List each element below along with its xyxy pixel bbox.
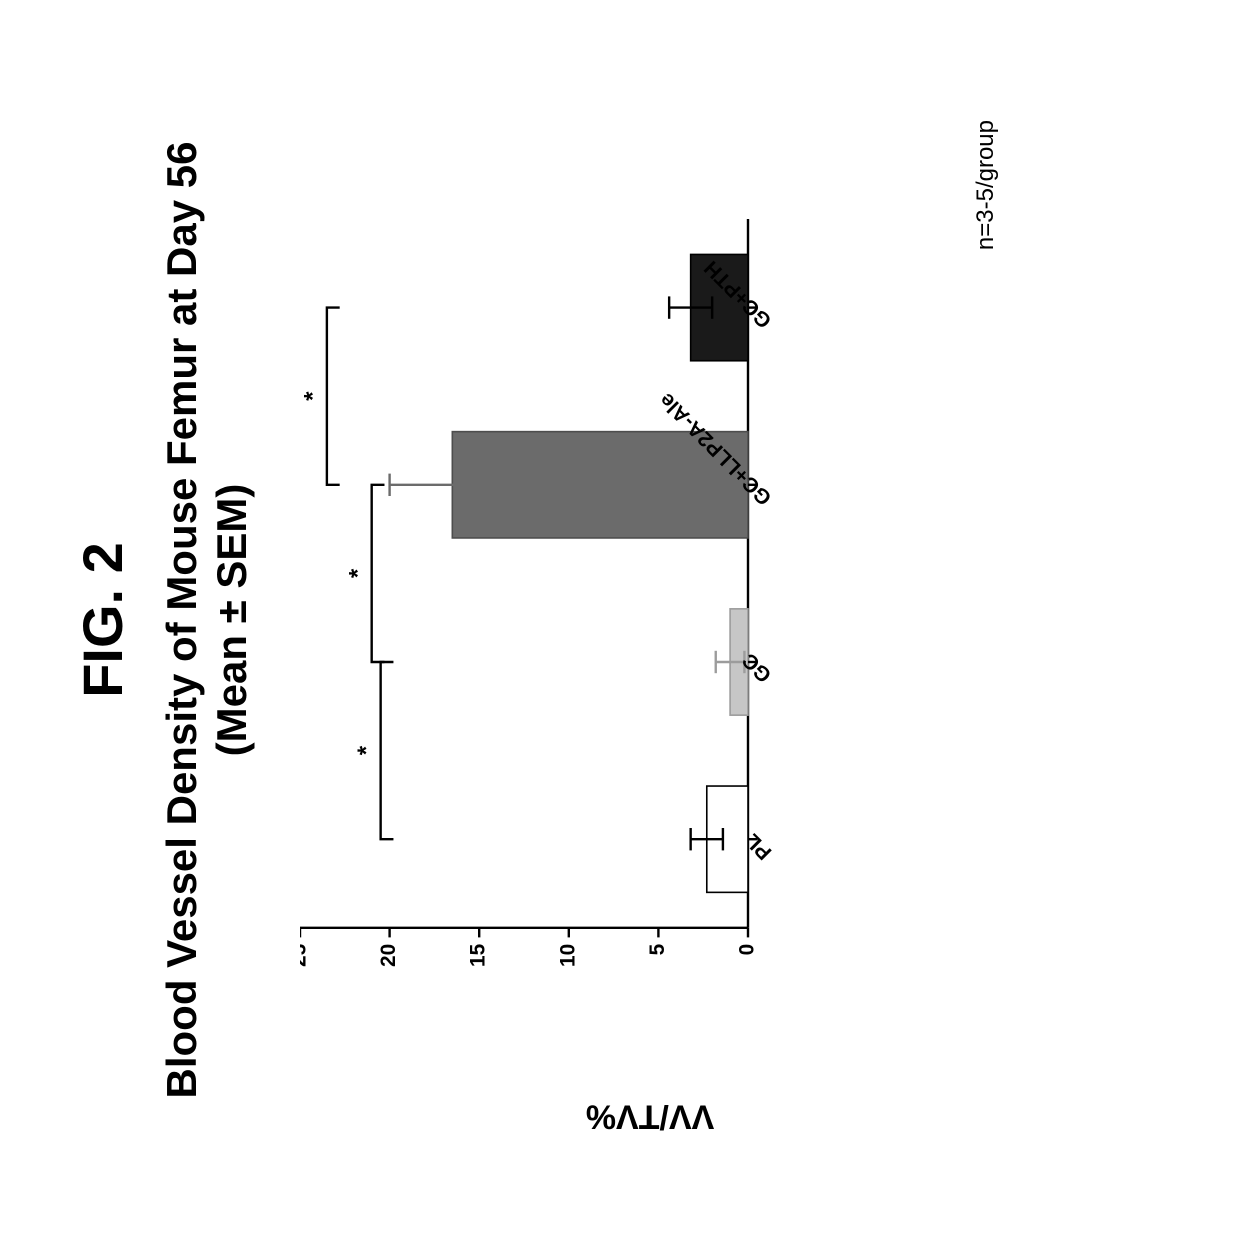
axes: 0 5 10 15 20 25 (300, 219, 759, 967)
bars-group (390, 254, 758, 892)
chart-container: VV/TV% 0510152025 *** PLGCGC+LLP2A-AleGC… (300, 120, 1000, 1120)
significance-bracket (327, 308, 340, 485)
ytick-label: 0 (736, 944, 759, 956)
page-rotated-container: FIG. 2 Blood Vessel Density of Mouse Fem… (0, 0, 1240, 1240)
bar-chart-svg: 0510152025 *** PLGCGC+LLP2A-AleGC+PTH (300, 120, 860, 1030)
significance-star: * (300, 391, 326, 401)
chart-title-line2: (Mean ± SEM) (207, 0, 257, 1240)
significance-star: * (344, 568, 371, 578)
significance-brackets: * * * (300, 308, 393, 840)
ytick-label: 5 (646, 944, 669, 956)
ytick-label: 10 (556, 944, 579, 967)
ytick-label: 15 (467, 944, 490, 967)
chart-title: Blood Vessel Density of Mouse Femur at D… (157, 0, 258, 1240)
footnote-n: n=3-5/group (972, 120, 1000, 250)
significance-bracket (381, 662, 394, 839)
y-axis-label: VV/TV% (586, 1096, 714, 1135)
figure-label: FIG. 2 (0, 0, 135, 1240)
chart-title-line1: Blood Vessel Density of Mouse Femur at D… (157, 0, 207, 1240)
ytick-label: 25 (300, 944, 311, 967)
ytick-label: 20 (377, 944, 400, 967)
significance-bracket (372, 485, 385, 662)
significance-star: * (353, 745, 380, 755)
